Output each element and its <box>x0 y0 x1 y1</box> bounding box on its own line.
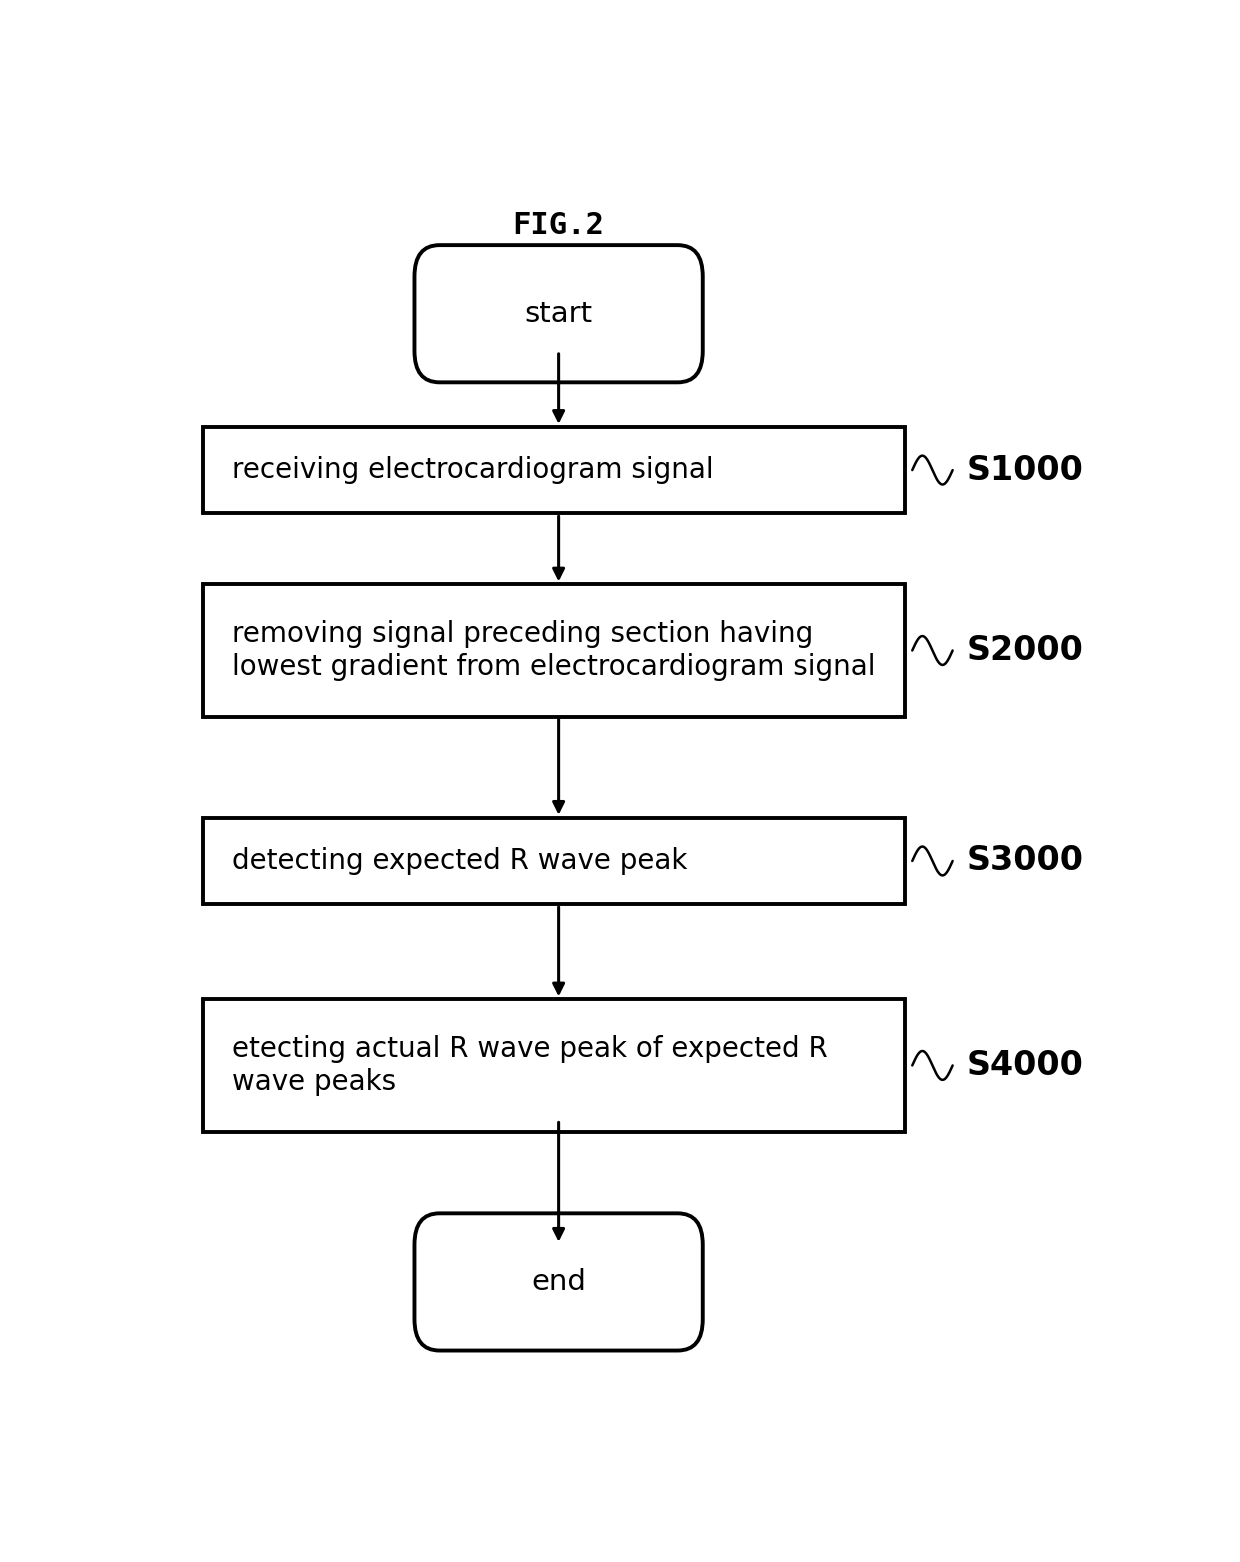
Text: receiving electrocardiogram signal: receiving electrocardiogram signal <box>232 456 713 484</box>
Text: FIG.2: FIG.2 <box>512 211 605 241</box>
Text: removing signal preceding section having
lowest gradient from electrocardiogram : removing signal preceding section having… <box>232 620 875 681</box>
Text: etecting actual R wave peak of expected R
wave peaks: etecting actual R wave peak of expected … <box>232 1036 827 1095</box>
Text: S1000: S1000 <box>967 453 1084 487</box>
FancyBboxPatch shape <box>414 1214 703 1351</box>
Text: S2000: S2000 <box>967 634 1084 667</box>
Bar <box>203 1000 904 1131</box>
Text: start: start <box>525 300 593 328</box>
Text: detecting expected R wave peak: detecting expected R wave peak <box>232 847 687 875</box>
Bar <box>203 817 904 904</box>
Bar <box>203 426 904 514</box>
Text: S4000: S4000 <box>967 1050 1084 1082</box>
Text: S3000: S3000 <box>967 845 1084 878</box>
Bar <box>203 584 904 717</box>
FancyBboxPatch shape <box>414 245 703 383</box>
Text: end: end <box>531 1268 587 1296</box>
